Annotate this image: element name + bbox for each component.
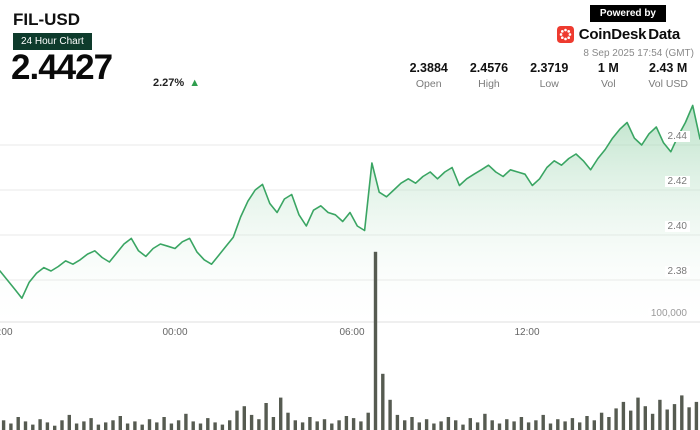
symbol-title: FIL-USD <box>13 10 81 29</box>
y-axis-label-2-44: 2.44 <box>664 131 690 142</box>
chart-timestamp: 8 Sep 2025 17:54 (GMT) <box>583 48 694 59</box>
price-change: 2.27% ▲ <box>153 77 200 89</box>
brand-primary: CoinDesk <box>578 26 647 43</box>
stat-vol-label: Vol <box>601 78 616 90</box>
stats-row: 2.3884 Open 2.4576 High 2.3719 Low 1 M V… <box>410 61 688 90</box>
x-axis-label-1800: 18:00 <box>0 327 13 338</box>
volume-axis-label: 100,000 <box>647 308 690 319</box>
stat-high-value: 2.4576 <box>469 61 509 75</box>
stat-open: 2.3884 Open <box>410 61 448 90</box>
stat-low-label: Low <box>539 78 559 90</box>
stat-low: 2.3719 Low <box>530 61 568 90</box>
chart-period-badge: 24 Hour Chart <box>13 33 92 50</box>
stat-vol-usd-value: 2.43 M <box>649 61 688 75</box>
coindesk-logo-icon <box>556 26 574 43</box>
current-price: 2.4427 <box>11 48 113 87</box>
stat-high-label: High <box>478 78 500 90</box>
price-change-percent: 2.27% <box>153 77 185 89</box>
stat-open-label: Open <box>415 78 442 90</box>
x-axis-label-0600: 06:00 <box>339 327 365 338</box>
stat-low-value: 2.3719 <box>530 61 569 75</box>
y-axis-label-2-42: 2.42 <box>664 176 690 187</box>
stat-vol-value: 1 M <box>597 61 619 75</box>
powered-by-badge[interactable]: Powered by <box>589 5 666 22</box>
stat-vol: 1 M Vol <box>590 61 626 90</box>
brand-secondary: Data <box>648 26 680 43</box>
y-axis-label-2-38: 2.38 <box>664 266 690 277</box>
x-axis-label-0000: 00:00 <box>162 327 188 338</box>
stat-vol-usd-label: Vol USD <box>648 78 688 90</box>
branding-block: Powered by CoinDesk Data 8 Sep 2025 17:54… <box>556 5 694 59</box>
coindesk-logo-text: CoinDesk Data <box>578 26 681 43</box>
x-axis-label-1200: 12:00 <box>514 327 540 338</box>
stat-vol-usd: 2.43 M Vol USD <box>648 61 688 90</box>
stat-open-value: 2.3884 <box>409 61 448 75</box>
stat-high: 2.4576 High <box>470 61 508 90</box>
up-arrow-icon: ▲ <box>189 77 201 89</box>
y-axis-label-2-40: 2.40 <box>664 221 690 232</box>
coindesk-logo[interactable]: CoinDesk Data <box>556 26 681 43</box>
